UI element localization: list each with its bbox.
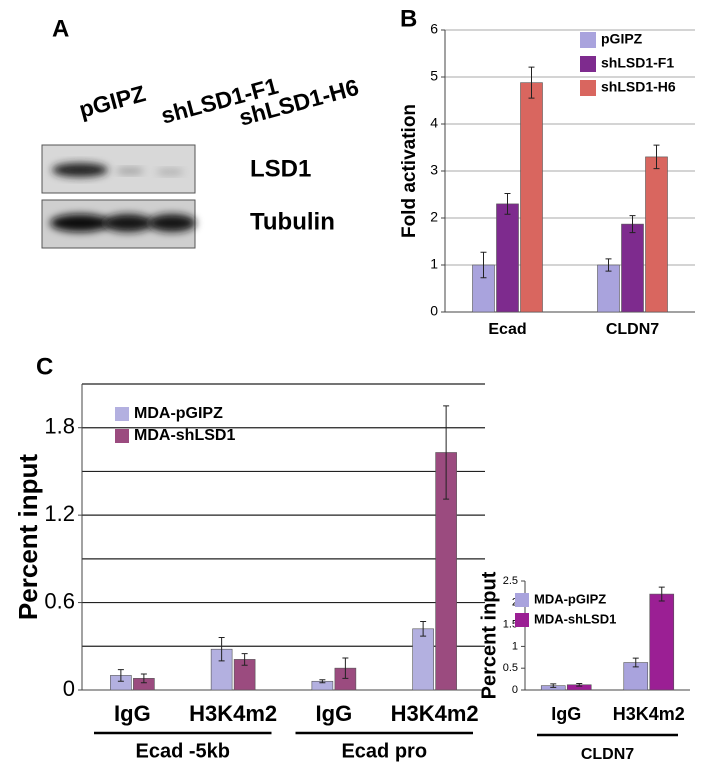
row-label: LSD1	[250, 155, 311, 182]
legend-label: MDA-pGIPZ	[534, 591, 606, 606]
error-bar	[653, 144, 660, 170]
y-axis-label: Percent input	[478, 571, 500, 699]
legend-swatch	[580, 56, 596, 72]
legend-swatch	[115, 429, 129, 443]
y-tick-label: 1	[430, 256, 438, 272]
error-bar	[528, 66, 535, 99]
y-tick-label: 1	[512, 640, 518, 652]
panel-label: C	[36, 353, 53, 380]
group-label: CLDN7	[581, 746, 634, 763]
y-tick-label: 0	[512, 684, 518, 696]
y-tick-label: 1.5	[503, 619, 518, 631]
error-bar	[420, 621, 427, 637]
y-tick-label: 1.8	[44, 414, 75, 439]
group-label: Ecad pro	[341, 740, 427, 762]
x-tick-label: Ecad	[488, 321, 526, 338]
x-tick-label: H3K4m2	[613, 704, 685, 724]
x-tick-label: IgG	[551, 704, 581, 724]
x-tick-label: H3K4m2	[391, 701, 479, 726]
y-tick-label: 6	[430, 21, 438, 37]
y-tick-label: 2.5	[503, 575, 518, 587]
y-tick-label: 2	[430, 209, 438, 225]
bar	[412, 628, 434, 691]
legend-swatch	[115, 407, 129, 421]
x-tick-label: IgG	[316, 701, 353, 726]
error-bar	[632, 657, 639, 668]
legend-swatch	[515, 613, 529, 627]
legend-swatch	[580, 32, 596, 48]
y-tick-label: 0	[430, 303, 438, 319]
error-bar	[480, 251, 487, 279]
error-bar	[550, 683, 557, 688]
y-tick-label: 4	[430, 115, 438, 131]
legend-label: shLSD1-F1	[601, 55, 674, 71]
error-bar	[504, 193, 511, 215]
error-bar	[443, 405, 450, 500]
bar	[520, 82, 543, 313]
error-bar	[241, 653, 248, 666]
y-tick-label: 0.5	[503, 662, 518, 674]
error-bar	[576, 682, 583, 687]
y-tick-label: 0.6	[44, 588, 75, 613]
x-tick-label: H3K4m2	[189, 701, 277, 726]
row-label: Tubulin	[250, 208, 335, 235]
error-bar	[342, 657, 349, 679]
panel-label: B	[400, 5, 417, 32]
legend-swatch	[580, 80, 596, 96]
blot-image	[41, 144, 196, 249]
legend-label: MDA-pGIPZ	[134, 405, 223, 422]
y-tick-label: 1.2	[44, 501, 75, 526]
y-tick-label: 0	[63, 676, 75, 701]
legend-label: MDA-shLSD1	[134, 427, 235, 444]
error-bar	[629, 215, 636, 234]
bar	[645, 156, 668, 313]
panel-label: A	[52, 15, 69, 42]
group-label: Ecad -5kb	[136, 740, 230, 762]
legend-swatch	[515, 593, 529, 607]
legend-label: pGIPZ	[601, 31, 643, 47]
bar	[649, 593, 675, 691]
bar	[597, 264, 620, 313]
error-bar	[605, 258, 612, 272]
y-axis-label: Percent input	[13, 454, 43, 620]
legend-label: shLSD1-H6	[601, 79, 676, 95]
legend-label: MDA-shLSD1	[534, 611, 616, 626]
lane-label: pGIPZ	[76, 80, 148, 123]
y-axis-label: Fold activation	[399, 104, 420, 238]
error-bar	[117, 669, 124, 682]
x-tick-label: IgG	[114, 701, 151, 726]
error-bar	[218, 637, 225, 662]
error-bar	[319, 679, 326, 684]
error-bar	[658, 586, 665, 602]
y-tick-label: 3	[430, 162, 438, 178]
error-bar	[140, 673, 147, 684]
bar	[621, 223, 644, 313]
x-tick-label: CLDN7	[606, 321, 659, 338]
y-tick-label: 5	[430, 68, 438, 84]
y-tick-label: 2	[512, 597, 518, 609]
bar	[496, 203, 519, 313]
